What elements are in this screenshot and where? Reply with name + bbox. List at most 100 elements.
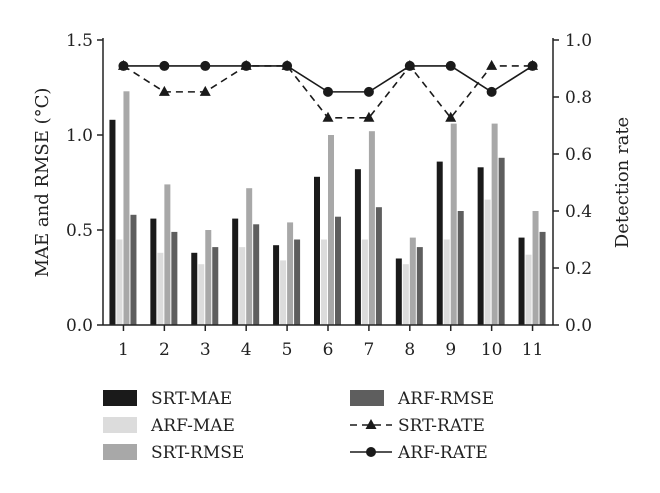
bar-srt-mae-2 [150, 218, 157, 325]
bar-srt-rmse-8 [409, 237, 416, 325]
bar-srt-mae-7 [354, 169, 361, 325]
legend-label-srt-rate: SRT-RATE [398, 416, 485, 436]
point-srt-rate-6 [322, 111, 334, 122]
bar-srt-mae-11 [518, 237, 525, 325]
x-tick-label: 2 [159, 340, 170, 360]
bar-arf-rmse-10 [498, 157, 505, 325]
bar-arf-rmse-4 [253, 224, 260, 325]
point-arf-rate-7 [363, 86, 374, 97]
x-tick-label: 10 [481, 340, 503, 360]
y2-tick-label: 0.8 [565, 88, 592, 108]
bar-srt-rmse-4 [246, 188, 253, 325]
y2-tick-label: 0.6 [565, 145, 592, 165]
point-srt-rate-3 [199, 85, 211, 96]
bar-srt-rmse-11 [532, 211, 539, 325]
bar-srt-mae-8 [395, 258, 402, 325]
bar-arf-rmse-5 [294, 239, 301, 325]
bar-srt-rmse-2 [164, 184, 171, 325]
point-srt-rate-2 [158, 85, 170, 96]
point-arf-rate-2 [159, 60, 170, 71]
point-srt-rate-9 [445, 111, 457, 122]
bar-arf-rmse-7 [375, 207, 382, 325]
y-tick-label: 0.0 [66, 316, 93, 336]
bar-arf-mae-2 [157, 252, 164, 325]
x-tick-label: 9 [445, 340, 456, 360]
legend-swatch-arf-rmse [350, 390, 384, 406]
bar-arf-rmse-1 [130, 214, 137, 325]
bar-arf-rmse-2 [171, 231, 178, 325]
point-arf-rate-9 [445, 60, 456, 71]
y-tick-label: 0.5 [66, 221, 93, 241]
x-tick-label: 5 [282, 340, 293, 360]
y2-tick-label: 0.2 [565, 259, 592, 279]
point-srt-rate-7 [363, 111, 375, 122]
x-tick-label: 11 [522, 340, 544, 360]
bar-arf-rmse-8 [416, 247, 423, 325]
x-tick-label: 3 [200, 340, 211, 360]
point-arf-rate-10 [486, 86, 497, 97]
bar-arf-rmse-9 [457, 211, 464, 325]
bar-arf-mae-7 [361, 239, 368, 325]
bar-arf-rmse-3 [212, 247, 219, 325]
y-tick-label: 1.0 [66, 126, 93, 146]
bar-srt-rmse-6 [328, 135, 334, 325]
y-tick-label: 1.5 [66, 31, 93, 51]
bar-arf-mae-11 [525, 254, 532, 325]
y2-tick-label: 1.0 [565, 31, 592, 51]
bar-srt-rmse-1 [123, 91, 130, 325]
bar-arf-mae-1 [116, 239, 123, 325]
bar-arf-rmse-11 [539, 231, 546, 325]
axes-layer: 0.0 0.5 1.0 1.5 0.0 0.2 0.4 0.6 0.8 1.0 1 2 3 4 5 6 7 8 9 1… [66, 31, 592, 360]
y-axis-title: MAE and RMSE (°C) [32, 88, 53, 278]
lines-layer [117, 59, 539, 122]
bar-srt-mae-6 [314, 176, 320, 325]
bar-srt-rmse-5 [287, 222, 294, 325]
x-tick-label: 4 [241, 340, 252, 360]
bar-arf-mae-6 [321, 239, 327, 325]
bar-srt-rmse-3 [205, 230, 212, 325]
legend-label-arf-rmse: ARF-RMSE [397, 389, 494, 409]
y2-axis-title: Detection rate [612, 117, 633, 248]
point-arf-rate-3 [200, 60, 211, 71]
legend-marker-srt-rate [365, 419, 377, 429]
legend-swatch-srt-mae [103, 390, 137, 406]
bar-arf-rmse-6 [335, 216, 341, 325]
bar-arf-mae-5 [280, 260, 287, 325]
x-tick-label: 6 [323, 340, 334, 360]
y2-tick-label: 0.0 [565, 316, 592, 336]
point-arf-rate-4 [241, 60, 252, 71]
bar-arf-mae-3 [198, 264, 205, 325]
point-arf-rate-1 [118, 60, 129, 71]
point-arf-rate-8 [404, 60, 415, 71]
legend-marker-arf-rate [366, 447, 376, 457]
bar-arf-mae-4 [239, 247, 246, 325]
legend-swatch-srt-rmse [103, 444, 137, 460]
point-srt-rate-10 [486, 59, 498, 70]
bar-srt-mae-9 [436, 161, 443, 325]
bar-srt-mae-4 [232, 218, 239, 325]
bar-srt-rmse-9 [450, 123, 457, 325]
legend-swatch-arf-mae [103, 417, 137, 433]
bar-arf-mae-8 [402, 264, 409, 325]
bar-srt-rmse-7 [368, 131, 375, 325]
legend-label-arf-mae: ARF-MAE [150, 416, 235, 436]
point-arf-rate-6 [323, 86, 333, 97]
point-arf-rate-11 [527, 60, 538, 71]
bar-srt-mae-3 [191, 252, 198, 325]
legend-label-srt-rmse: SRT-RMSE [151, 443, 244, 463]
x-tick-label: 7 [363, 340, 374, 360]
bar-arf-mae-10 [484, 199, 491, 325]
x-tick-label: 1 [118, 340, 129, 360]
x-tick-label: 8 [404, 340, 415, 360]
legend: SRT-MAE ARF-MAE SRT-RMSE ARF-RMSE SRT-RATE AR… [103, 389, 494, 463]
bar-arf-mae-9 [443, 239, 450, 325]
bars-layer [109, 91, 546, 325]
bar-srt-mae-1 [109, 119, 116, 325]
bar-srt-rmse-10 [491, 123, 498, 325]
bar-srt-mae-10 [477, 167, 484, 325]
point-arf-rate-5 [282, 60, 293, 71]
legend-label-srt-mae: SRT-MAE [151, 389, 232, 409]
bar-srt-mae-5 [273, 245, 280, 325]
legend-label-arf-rate: ARF-RATE [397, 443, 488, 463]
